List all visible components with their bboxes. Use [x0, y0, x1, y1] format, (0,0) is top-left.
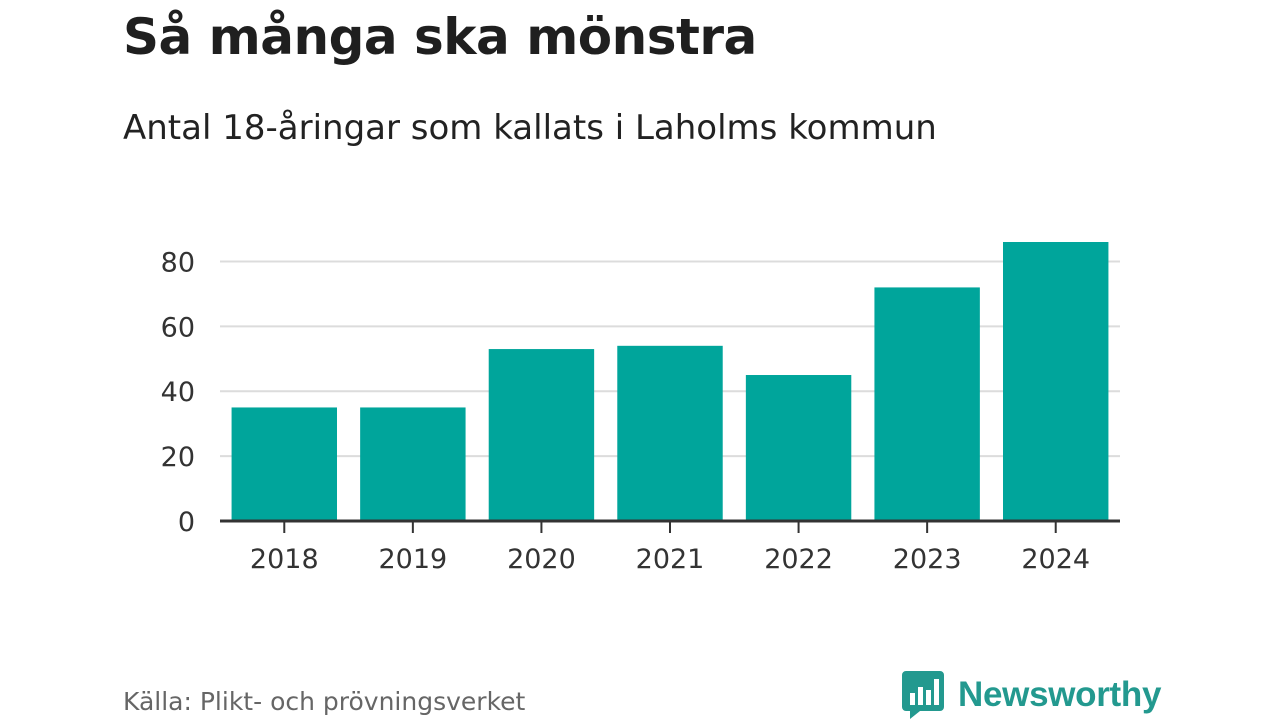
bar-2022 [745, 375, 852, 521]
source-note: Källa: Plikt- och prövningsverket [123, 687, 526, 716]
x-tick-label: 2022 [764, 544, 833, 575]
brand-name: Newsworthy [958, 675, 1162, 714]
x-tick-label: 2024 [1021, 544, 1090, 575]
y-tick-label: 20 [161, 442, 195, 473]
x-tick-label: 2021 [636, 544, 705, 575]
x-tick-label: 2019 [378, 544, 447, 575]
bar-2019 [360, 407, 466, 521]
x-tick-label: 2020 [507, 544, 576, 575]
y-tick-label: 60 [161, 312, 195, 343]
x-tick-label: 2018 [250, 544, 319, 575]
x-axis [220, 519, 1120, 533]
chart-title: Så många ska mönstra [123, 8, 757, 66]
bar-2018 [231, 407, 337, 521]
y-axis-labels: 0 20 40 60 80 [161, 247, 195, 538]
newsworthy-logo: Newsworthy [902, 671, 1161, 719]
y-tick-label: 80 [161, 247, 195, 278]
chart-subtitle: Antal 18-åringar som kallats i Laholms k… [123, 108, 937, 148]
bar-2023 [874, 287, 980, 521]
bar-2021 [617, 345, 723, 521]
bars [231, 242, 1109, 521]
bar-2024 [1003, 242, 1109, 521]
y-tick-label: 0 [178, 507, 195, 538]
bar-2020 [488, 349, 595, 521]
y-tick-label: 40 [161, 377, 195, 408]
x-tick-label: 2023 [893, 544, 962, 575]
x-axis-labels: 2018 2019 2020 2021 2022 2023 2024 [250, 544, 1090, 575]
speech-bubble-bar-chart-icon [902, 671, 944, 719]
